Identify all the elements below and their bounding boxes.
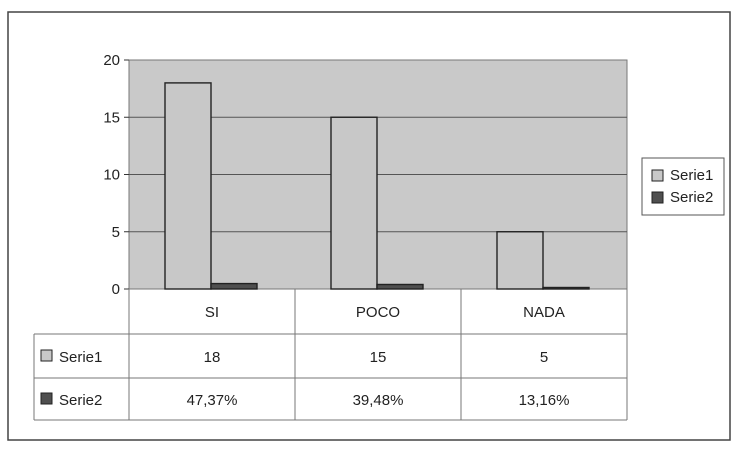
legend: Serie1 Serie2 — [641, 157, 725, 216]
table-cell: 15 — [370, 349, 387, 366]
bar-serie1-nada — [496, 231, 544, 290]
legend-box — [641, 157, 725, 216]
y-tick-label: 20 — [103, 52, 120, 69]
bar-serie1-si — [164, 82, 212, 290]
gridlines — [129, 116, 627, 233]
bar-serie1-poco — [330, 116, 378, 290]
legend-swatch-serie2 — [651, 191, 664, 204]
data-table: SI POCO NADA Serie1 18 15 5 Serie2 47,37% 39,48% 1… — [33, 289, 628, 421]
y-tick-label: 5 — [112, 224, 120, 241]
y-tick-label: 15 — [103, 109, 120, 126]
category-label: POCO — [356, 304, 400, 321]
category-label: SI — [205, 304, 219, 321]
table-cell: 47,37% — [187, 392, 238, 409]
legend-label: Serie2 — [670, 189, 713, 206]
table-cell: 18 — [204, 349, 221, 366]
table-cell: 5 — [540, 349, 548, 366]
legend-label: Serie1 — [670, 167, 713, 184]
bars — [164, 82, 590, 290]
y-axis-ticks: 0 5 10 15 20 — [103, 52, 129, 298]
y-tick-label: 10 — [103, 167, 120, 184]
table-swatch-serie1 — [40, 349, 53, 362]
table-series-name: Serie1 — [59, 349, 102, 366]
table-swatch-serie2 — [40, 392, 53, 405]
bar-serie2-si — [210, 282, 258, 290]
table-cell: 39,48% — [353, 392, 404, 409]
y-tick-label: 0 — [112, 281, 120, 298]
category-label: NADA — [523, 304, 565, 321]
table-series-name: Serie2 — [59, 392, 102, 409]
table-cell: 13,16% — [519, 392, 570, 409]
bar-serie2-nada — [542, 286, 590, 290]
bar-serie2-poco — [376, 283, 424, 290]
legend-swatch-serie1 — [651, 169, 664, 182]
